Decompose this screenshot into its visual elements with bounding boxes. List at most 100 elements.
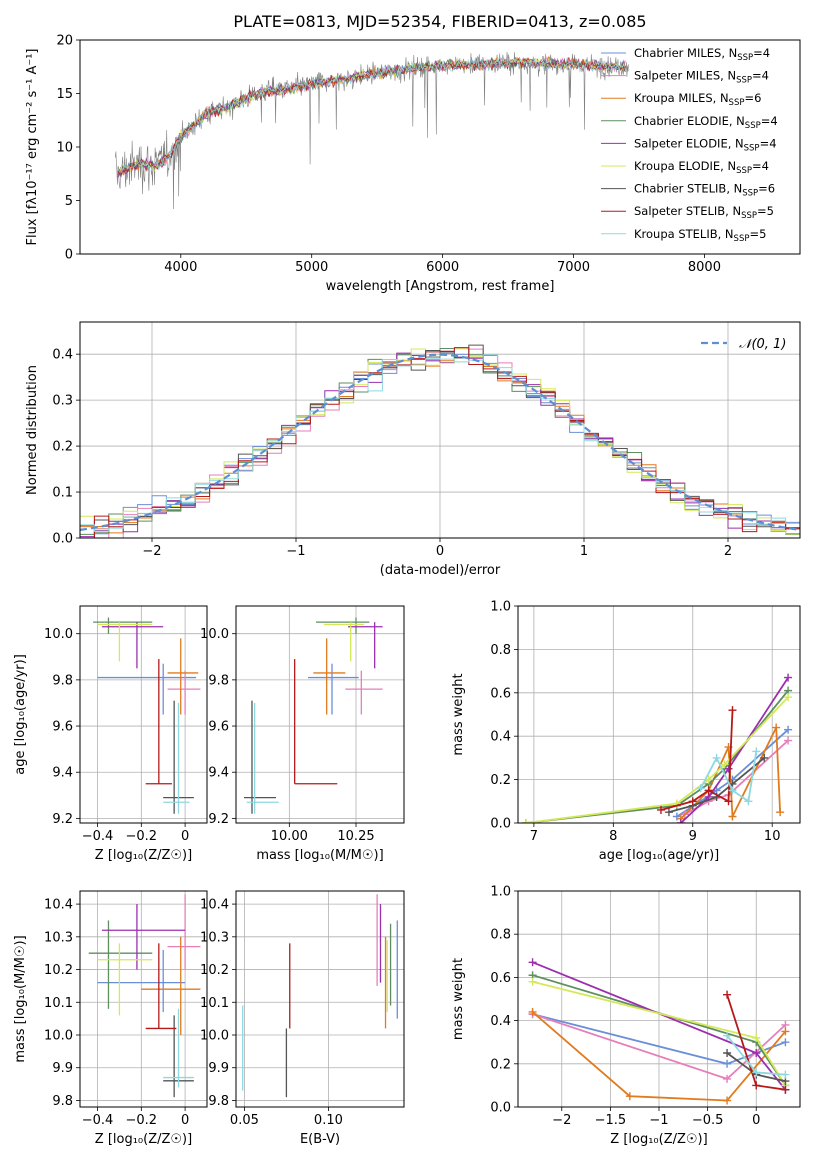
normal-distribution-curve <box>80 353 800 531</box>
y-tick-label: 0.2 <box>52 440 73 455</box>
y-tick-label: 0.0 <box>490 817 511 832</box>
y-tick-label: 0.6 <box>490 971 511 986</box>
y-tick-label: 10.0 <box>44 1029 73 1044</box>
errorbar-kroupa-elodie <box>97 943 153 1016</box>
x-tick-label: 7 <box>530 829 538 844</box>
y-tick-label: 0.3 <box>52 394 73 409</box>
errorbar-salpeter-elodie <box>101 622 164 669</box>
histogram-salpeter-stelib <box>80 347 800 538</box>
series-marker-chabrier-miles <box>784 725 793 734</box>
x-tick-label: −0.2 <box>126 829 158 844</box>
age-vs-Z-axes: −0.4 −0.2 0 9.2 9.4 9.6 9.8 10.0 Z [log₁₀(Z/Z☉)]… <box>13 606 207 863</box>
residuals-frame <box>79 321 801 539</box>
x-tick-label: 1 <box>580 544 588 559</box>
series-marker-chabrier-miles <box>723 1059 732 1068</box>
errorbar-chabrier-miles <box>97 663 197 715</box>
y-tick-label: 9.6 <box>208 720 229 735</box>
age-vs-mass-axes: 10.00 10.25 9.2 9.4 9.6 9.8 10.0 mass [log₁₀(M/… <box>200 606 404 863</box>
y-tick-label: 9.9 <box>52 1061 73 1076</box>
series-marker-kroupa-elodie <box>784 693 793 702</box>
errorbar-salpeter-stelib <box>294 659 338 785</box>
age-vs-Z-frame <box>79 605 208 824</box>
age-vs-mass-frame <box>235 605 405 824</box>
series-marker-salpeter-stelib <box>724 797 733 806</box>
series-line-salpeter-elodie <box>680 677 789 823</box>
y-tick-label: 10.1 <box>200 996 229 1011</box>
series-marker-kroupa-miles <box>776 808 785 817</box>
mass-weight-vs-Z-frame <box>517 890 801 1108</box>
legend-label-kroupa-stelib: Kroupa STELIB, NSSP=5 <box>634 227 766 244</box>
y-tick-label: 9.4 <box>208 766 229 781</box>
y-tick-label: 9.8 <box>208 1094 229 1109</box>
y-tick-label: 1.0 <box>490 600 511 615</box>
series-marker-salpeter-miles <box>784 736 793 745</box>
y-tick-label: 10.4 <box>200 898 229 913</box>
series-marker-kroupa-elodie <box>521 819 530 823</box>
errorbar-kroupa-elodie <box>324 622 364 662</box>
spectrum-frame <box>79 39 801 255</box>
y-tick-label: 10.0 <box>200 627 229 642</box>
legend-label-normal: 𝒩(0, 1) <box>739 337 786 352</box>
y-tick-label: 9.6 <box>52 720 73 735</box>
series-marker-kroupa-stelib <box>728 786 737 795</box>
errorbar-kroupa-miles <box>167 638 199 715</box>
errorbar-chabrier-miles <box>308 663 359 715</box>
errorbar-salpeter-elodie <box>101 904 186 970</box>
series-line-kroupa-miles <box>532 1011 787 1102</box>
y-tick-label: 9.2 <box>208 812 229 827</box>
series-marker-kroupa-miles <box>781 1027 790 1036</box>
series-marker-kroupa-miles <box>723 1096 732 1105</box>
errorbar-kroupa-miles <box>141 936 201 1035</box>
x-tick-label: −2 <box>552 1113 571 1128</box>
series-marker-salpeter-stelib <box>728 706 737 715</box>
errorbar-chabrier-miles <box>97 949 186 1013</box>
y-tick-label: 9.8 <box>52 1094 73 1109</box>
x-tick-label: 8 <box>609 829 617 844</box>
mass-vs-EBV-axes: 0.05 0.10 9.8 9.9 10.0 10.1 10.2 10.3 10.4 E(B-V) <box>200 891 404 1147</box>
errorbar-salpeter-miles <box>345 670 383 715</box>
residuals-plot-area <box>80 344 800 538</box>
series-marker-kroupa-stelib <box>696 784 705 793</box>
y-tick-label: 0.8 <box>490 928 511 943</box>
x-tick-label: 0 <box>436 544 444 559</box>
series-marker-salpeter-elodie <box>784 673 793 682</box>
x-tick-label: −2 <box>142 544 161 559</box>
x-tick-label: 0 <box>752 1113 760 1128</box>
x-axis-label: age [log₁₀(age/yr)] <box>599 848 720 863</box>
series-marker-salpeter-elodie <box>752 1049 761 1057</box>
series-marker-chabrier-stelib <box>760 753 769 762</box>
legend-label-chabrier-miles: Chabrier MILES, NSSP=4 <box>634 46 770 63</box>
y-tick-label: 10 <box>56 141 73 156</box>
series-marker-kroupa-stelib <box>723 1031 732 1040</box>
y-tick-label: 0.4 <box>490 730 511 745</box>
series-line-kroupa-miles <box>680 727 781 820</box>
errorbar-chabrier-elodie <box>93 617 153 634</box>
legend-label-chabrier-stelib: Chabrier STELIB, NSSP=6 <box>634 182 775 199</box>
series-marker-salpeter-stelib <box>723 990 732 999</box>
mass-vs-Z-frame <box>79 890 208 1108</box>
mass-vs-Z-plot-area <box>88 894 201 1098</box>
x-axis-label: wavelength [Angstrom, rest frame] <box>326 279 555 294</box>
y-tick-label: 9.2 <box>52 812 73 827</box>
y-tick-label: 10.3 <box>44 930 73 945</box>
y-tick-label: 10.0 <box>200 1029 229 1044</box>
errorbar-chabrier-elodie <box>88 920 153 1009</box>
y-tick-label: 0.2 <box>490 773 511 788</box>
series-marker-salpeter-stelib <box>704 786 713 795</box>
y-axis-label: Flux [fλ10⁻¹⁷ erg cm⁻² s⁻¹ A⁻¹] <box>25 49 40 246</box>
y-tick-label: 10.0 <box>44 627 73 642</box>
histogram-kroupa-elodie <box>80 348 800 535</box>
x-tick-label: 8000 <box>688 260 721 275</box>
y-tick-label: 9.9 <box>208 1061 229 1076</box>
x-tick-label: −1 <box>286 544 305 559</box>
errorbar-salpeter-miles <box>167 894 201 970</box>
errorbar-kroupa-miles <box>313 638 346 715</box>
x-tick-label: −0.5 <box>692 1113 724 1128</box>
mass-vs-Z-axes: −0.4 −0.2 0 9.8 9.9 10.0 10.1 10.2 10.3 10.4 Z [lo… <box>13 891 207 1147</box>
y-tick-label: 9.4 <box>52 766 73 781</box>
mass-weight-vs-age-plot-area <box>521 673 793 823</box>
model-spectrum-kroupa-elodie <box>117 56 626 173</box>
legend-label-salpeter-stelib: Salpeter STELIB, NSSP=5 <box>634 204 774 221</box>
histogram-chabrier-elodie <box>80 347 800 535</box>
series-marker-salpeter-stelib <box>752 1081 761 1090</box>
